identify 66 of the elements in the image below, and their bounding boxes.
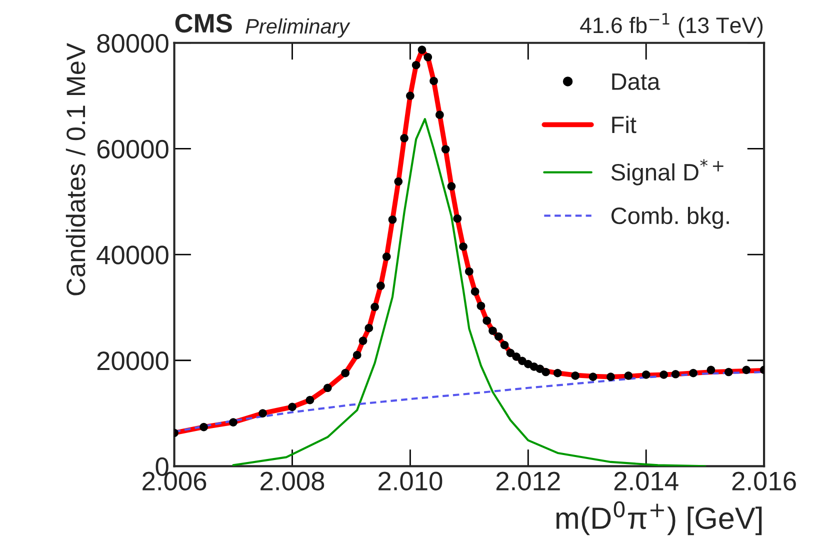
- point: [376, 282, 385, 290]
- point: [306, 396, 314, 404]
- point: [465, 267, 474, 276]
- point: [412, 60, 420, 70]
- x-tick-label: 2.010: [378, 472, 442, 490]
- point: [506, 348, 515, 358]
- point: [482, 316, 492, 325]
- point: [388, 215, 397, 224]
- x-axis-title: m(D$^{0}$π$^{+}$) [GeV]: [556, 501, 762, 536]
- point: [418, 46, 426, 54]
- point: [488, 326, 497, 335]
- point: [706, 366, 716, 374]
- legend-label: Fit: [612, 116, 636, 134]
- x-tick-label: 2.014: [614, 472, 678, 490]
- point: [341, 368, 350, 378]
- text: CMS: [175, 14, 232, 33]
- point: [689, 368, 698, 378]
- point: [671, 370, 680, 378]
- y-tick-label: 80000: [97, 34, 168, 53]
- point: [624, 372, 633, 380]
- point: [494, 332, 503, 341]
- point: [470, 287, 480, 296]
- point: [430, 76, 438, 86]
- point: [512, 352, 521, 361]
- point: [459, 242, 468, 251]
- y-tick-label: 60000: [97, 140, 168, 159]
- point: [382, 252, 391, 261]
- point: [400, 134, 408, 142]
- point: [606, 372, 615, 381]
- text: Preliminary: [246, 18, 350, 38]
- point: [436, 110, 444, 120]
- legend-label: Signal D$^{*+}$: [611, 159, 724, 186]
- point: [352, 350, 362, 360]
- point: [553, 368, 562, 378]
- y-tick-label: 20000: [97, 352, 168, 370]
- point: [364, 324, 374, 332]
- point: [500, 340, 509, 350]
- text: 41.6 fb$^{−1}$ (13 TeV): [580, 13, 763, 38]
- x-tick-label: 2.012: [496, 472, 560, 490]
- point: [453, 214, 462, 223]
- point: [394, 177, 403, 186]
- point: [288, 402, 296, 412]
- point: [424, 53, 432, 62]
- point: [358, 336, 368, 345]
- point: [476, 302, 486, 310]
- point: [642, 370, 650, 379]
- point: [542, 368, 550, 376]
- point: [588, 372, 598, 381]
- point: [742, 366, 751, 374]
- legend-label: Data: [612, 73, 660, 90]
- point: [447, 182, 456, 190]
- point: [200, 422, 208, 432]
- point: [323, 384, 332, 392]
- legend-label: Comb. bkg.: [611, 206, 729, 229]
- y-tick-label: 40000: [96, 246, 168, 264]
- point: [406, 92, 414, 100]
- x-tick-label: 2.008: [260, 472, 324, 490]
- y-axis-title: Candidates / 0.1 MeV: [66, 42, 86, 296]
- point: [258, 409, 267, 418]
- point: [571, 372, 580, 380]
- point: [660, 370, 668, 379]
- x-tick-label: 2.016: [732, 472, 796, 490]
- point: [229, 418, 238, 426]
- point: [370, 302, 379, 312]
- point: [441, 145, 450, 154]
- point: [724, 368, 733, 376]
